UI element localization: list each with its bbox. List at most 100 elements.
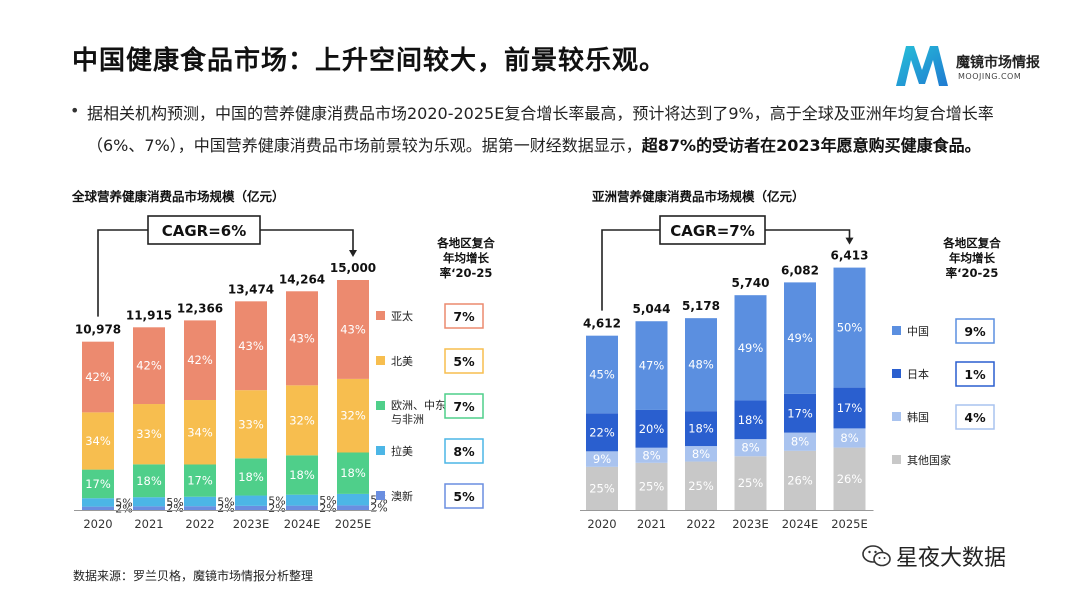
- x-tick-label: 2023E: [732, 517, 769, 531]
- bar-segment: [235, 505, 267, 510]
- bar-segment: [133, 497, 165, 507]
- legend-label: 亚太: [391, 310, 413, 323]
- bar-total-label: 6,413: [831, 249, 869, 263]
- segment-label: 5%: [319, 494, 336, 507]
- legend-swatch: [892, 326, 901, 335]
- bar-segment: [133, 404, 165, 465]
- segment-label: 2%: [268, 502, 285, 515]
- segment-label: 47%: [639, 359, 665, 373]
- x-tick-label: 2020: [587, 517, 616, 531]
- bar-segment: [286, 291, 318, 386]
- legend-swatch: [376, 491, 385, 500]
- x-tick-label: 2022: [686, 517, 715, 531]
- chart-title-global: 全球营养健康消费品市场规模（亿元）: [72, 189, 285, 204]
- segment-label: 18%: [688, 422, 714, 436]
- segment-label: 49%: [738, 341, 764, 355]
- asia-market-chart: 25% 9% 22% 45% 4,612 2020 25% 8% 20% 47% 5,044 2021…: [580, 215, 1001, 531]
- bar-total-label: 12,366: [177, 301, 223, 315]
- segment-label: 8%: [791, 435, 809, 449]
- legend-label: 欧洲、中东: [391, 399, 446, 412]
- bar-segment: [337, 505, 369, 510]
- bar-segment: [337, 378, 369, 453]
- segment-label: 18%: [340, 466, 366, 480]
- bar-segment: [586, 451, 618, 467]
- brand-logo: 魔镜市场情报 MOOJING.COM: [892, 40, 1062, 90]
- bullet-dot: •: [70, 101, 80, 120]
- moojing-logo-icon: [896, 46, 948, 86]
- segment-label: 17%: [85, 477, 111, 491]
- segment-label: 48%: [688, 358, 714, 372]
- bar-segment: [337, 493, 369, 506]
- bar-segment: [235, 390, 267, 459]
- cagr-arrow: [349, 250, 357, 257]
- global-market-chart: 2%5%17%34%42%10,97820202%5%18%33%42%11,9…: [74, 215, 495, 531]
- bar-segment: [586, 466, 618, 510]
- legend-title-line: 率‘20-25: [440, 266, 493, 280]
- region-cagr-value: 7%: [453, 399, 475, 414]
- legend-title-line: 年均增长: [949, 251, 995, 265]
- bar-segment: [833, 428, 866, 448]
- bar-segment: [337, 452, 369, 494]
- legend-swatch: [376, 311, 385, 320]
- legend-label: 中国: [907, 325, 929, 338]
- segment-label: 5%: [268, 495, 285, 508]
- page-title: 中国健康食品市场：上升空间较大，前景较乐观。: [72, 46, 667, 76]
- x-tick-label: 2025E: [831, 517, 868, 531]
- segment-label: 33%: [136, 427, 162, 441]
- segment-label: 18%: [238, 470, 264, 484]
- legend-label: 北美: [391, 355, 413, 368]
- bar-segment: [286, 455, 318, 495]
- bar-segment: [235, 495, 267, 506]
- bar-segment: [734, 400, 767, 440]
- region-cagr-value: 5%: [453, 354, 475, 369]
- bar-total-label: 14,264: [279, 272, 325, 286]
- bar-segment: [833, 447, 866, 510]
- segment-label: 9%: [593, 452, 611, 466]
- bar-segment: [635, 462, 668, 510]
- region-cagr-box: [955, 361, 995, 387]
- wechat-icon: [862, 545, 891, 567]
- legend-swatch: [892, 369, 901, 378]
- cagr-bracket: [97, 229, 354, 317]
- summary-highlight: 超87%的受访者在2023年愿意购买健康食品。: [641, 136, 981, 155]
- segment-label: 2%: [217, 502, 234, 515]
- segment-label: 50%: [837, 321, 863, 335]
- segment-label: 32%: [289, 413, 315, 427]
- bar-total-label: 4,612: [583, 317, 621, 331]
- bar-segment: [337, 280, 369, 379]
- segment-label: 5%: [115, 496, 132, 509]
- logo-domain: MOOJING.COM: [958, 72, 1022, 81]
- bar-segment: [784, 432, 816, 451]
- segment-label: 25%: [639, 479, 665, 493]
- cagr-box: [147, 215, 261, 245]
- segment-label: 25%: [688, 479, 714, 493]
- region-cagr-box: [955, 318, 995, 344]
- bar-total-label: 10,978: [75, 323, 121, 337]
- segment-label: 8%: [741, 441, 759, 455]
- segment-label: 18%: [136, 474, 162, 488]
- cagr-label: CAGR=6%: [162, 222, 247, 240]
- bar-total-label: 13,474: [228, 282, 274, 296]
- bar-segment: [184, 496, 216, 507]
- bar-segment: [133, 464, 165, 498]
- segment-label: 43%: [289, 331, 315, 345]
- segment-label: 17%: [787, 406, 813, 420]
- x-tick-label: 2023E: [233, 517, 270, 531]
- legend-title-line: 各地区复合: [436, 236, 495, 250]
- region-cagr-value: 4%: [964, 410, 986, 425]
- bar-segment: [833, 387, 866, 429]
- segment-label: 2%: [319, 502, 336, 515]
- bar-segment: [82, 341, 114, 413]
- region-cagr-box: [444, 393, 484, 419]
- bar-segment: [184, 400, 216, 465]
- bar-segment: [685, 446, 717, 462]
- segment-label: 25%: [738, 476, 764, 490]
- segment-label: 33%: [238, 417, 264, 431]
- segment-label: 2%: [166, 502, 183, 515]
- segment-label: 34%: [187, 425, 213, 439]
- segment-label: 45%: [589, 368, 615, 382]
- bar-segment: [286, 385, 318, 456]
- bar-segment: [586, 413, 618, 452]
- bar-segment: [82, 412, 114, 470]
- legend-label: 澳新: [391, 489, 413, 503]
